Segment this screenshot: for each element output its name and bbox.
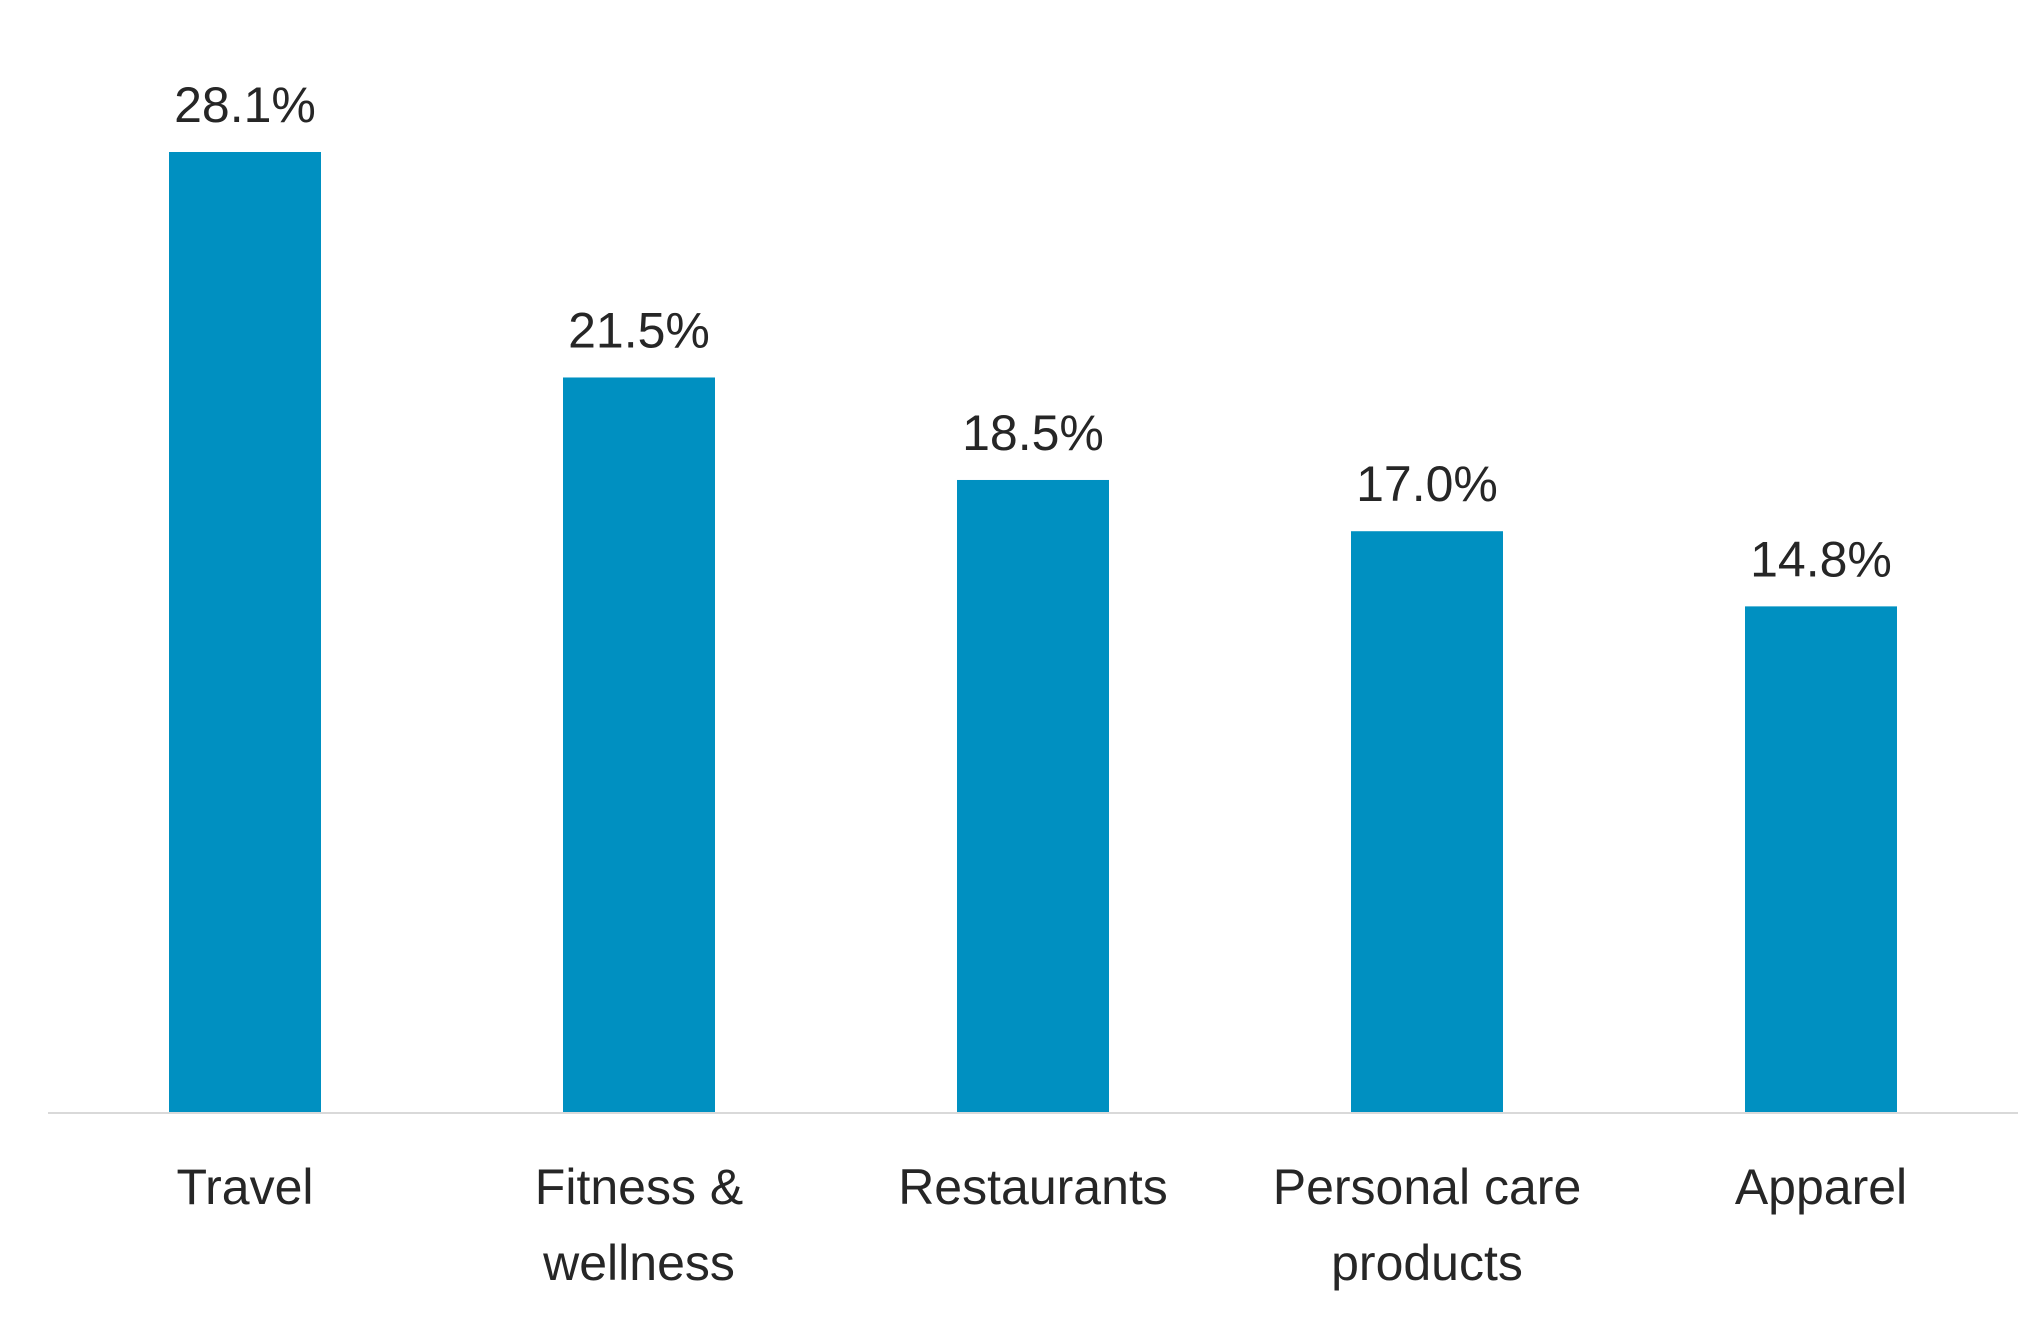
- x-tick-label: Fitness & wellness: [535, 1159, 743, 1291]
- x-tick-label: Personal care products: [1273, 1159, 1582, 1291]
- bar-travel: [169, 152, 321, 1112]
- x-tick-label-line: wellness: [542, 1235, 735, 1291]
- x-tick-label-line: Apparel: [1735, 1159, 1907, 1215]
- bar-apparel: [1745, 606, 1897, 1112]
- x-tick-label-line: Personal care: [1273, 1159, 1582, 1215]
- x-tick-label-line: Restaurants: [898, 1159, 1168, 1215]
- data-label: 17.0%: [1356, 456, 1498, 512]
- data-label: 18.5%: [962, 405, 1104, 461]
- x-tick-label-line: products: [1331, 1235, 1523, 1291]
- x-tick-label-line: Fitness &: [535, 1159, 743, 1215]
- data-label: 28.1%: [174, 77, 316, 133]
- x-tick-label-group: Travel Fitness & wellness Restaurants Person…: [176, 1159, 1907, 1291]
- x-tick-label-line: Travel: [176, 1159, 313, 1215]
- x-tick-label: Apparel: [1735, 1159, 1907, 1215]
- data-label: 14.8%: [1750, 531, 1892, 587]
- x-tick-label: Restaurants: [898, 1159, 1168, 1215]
- bar-fitness-wellness: [563, 377, 715, 1112]
- bar-personal-care-products: [1351, 531, 1503, 1112]
- data-label: 21.5%: [568, 302, 710, 358]
- data-label-group: 28.1% 21.5% 18.5% 17.0% 14.8%: [174, 77, 1892, 587]
- x-tick-label: Travel: [176, 1159, 313, 1215]
- bar-restaurants: [957, 479, 1109, 1112]
- bar-group: [169, 152, 1897, 1112]
